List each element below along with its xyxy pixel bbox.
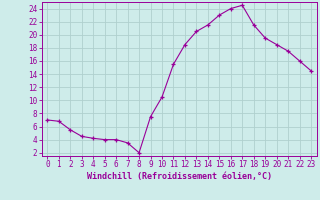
X-axis label: Windchill (Refroidissement éolien,°C): Windchill (Refroidissement éolien,°C) <box>87 172 272 181</box>
